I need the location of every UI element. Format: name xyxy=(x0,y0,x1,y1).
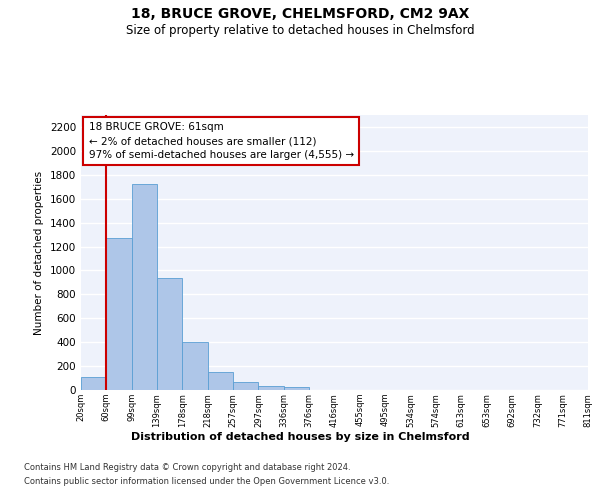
Bar xyxy=(157,278,182,390)
Text: Distribution of detached houses by size in Chelmsford: Distribution of detached houses by size … xyxy=(131,432,469,442)
Text: Size of property relative to detached houses in Chelmsford: Size of property relative to detached ho… xyxy=(125,24,475,37)
Y-axis label: Number of detached properties: Number of detached properties xyxy=(34,170,44,334)
Text: 18, BRUCE GROVE, CHELMSFORD, CM2 9AX: 18, BRUCE GROVE, CHELMSFORD, CM2 9AX xyxy=(131,8,469,22)
Bar xyxy=(259,386,284,390)
Bar xyxy=(132,184,157,390)
Bar xyxy=(284,387,309,390)
Text: 18 BRUCE GROVE: 61sqm
← 2% of detached houses are smaller (112)
97% of semi-deta: 18 BRUCE GROVE: 61sqm ← 2% of detached h… xyxy=(89,122,354,160)
Text: Contains public sector information licensed under the Open Government Licence v3: Contains public sector information licen… xyxy=(24,478,389,486)
Bar xyxy=(233,382,259,390)
Bar xyxy=(182,342,208,390)
Text: Contains HM Land Registry data © Crown copyright and database right 2024.: Contains HM Land Registry data © Crown c… xyxy=(24,462,350,471)
Bar xyxy=(208,372,233,390)
Bar xyxy=(106,238,132,390)
Bar xyxy=(81,376,106,390)
